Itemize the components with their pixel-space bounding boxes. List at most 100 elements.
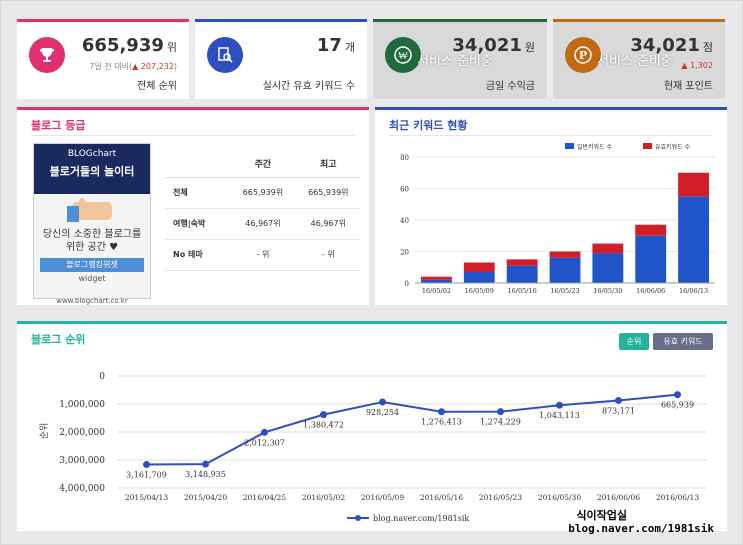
data-label: 1,274,229 bbox=[480, 418, 521, 427]
service-preparing-overlay: 서비스 준비중 bbox=[597, 54, 673, 69]
legend-label-valid: 유효키워드 수 bbox=[655, 143, 691, 151]
x-tick-label: 2016/06/13 bbox=[656, 493, 699, 502]
card-topline bbox=[375, 107, 727, 110]
data-point bbox=[143, 461, 150, 469]
table-row: No 테마 - 위 - 위 bbox=[165, 239, 361, 271]
bar-normal bbox=[506, 265, 538, 283]
x-tick-label: 2016/05/30 bbox=[538, 493, 581, 502]
category-name: 여행|숙박 bbox=[165, 208, 231, 240]
line-legend: blog.naver.com/1981sik bbox=[347, 514, 469, 523]
bar-valid bbox=[506, 259, 538, 266]
best-rank: 665,939위 bbox=[295, 177, 361, 209]
tab-valid-keyword-button[interactable]: 유효 키워드 bbox=[653, 333, 713, 350]
widget-url[interactable]: www.blogchart.co.kr bbox=[56, 297, 128, 305]
x-tick-label: 16/06/13 bbox=[679, 287, 708, 295]
document-search-icon bbox=[207, 37, 243, 73]
bar-valid bbox=[635, 224, 667, 236]
y-tick-label: 0 bbox=[405, 280, 409, 288]
divider bbox=[389, 135, 713, 136]
legend-marker bbox=[355, 515, 361, 521]
data-label: 873,171 bbox=[602, 406, 635, 415]
data-point bbox=[438, 408, 445, 416]
stat-delta: ▲ 1,302 bbox=[681, 61, 713, 70]
y-tick-label: 80 bbox=[400, 154, 409, 162]
x-tick-label: 16/05/02 bbox=[422, 287, 451, 295]
bar-valid bbox=[592, 243, 624, 254]
watermark-title: 식이작업실 bbox=[576, 509, 627, 522]
x-tick-label: 2016/06/06 bbox=[597, 493, 640, 502]
service-preparing-overlay: 서비스 준비중 bbox=[417, 54, 493, 69]
data-label: 1,276,413 bbox=[421, 418, 462, 427]
svg-text:₩: ₩ bbox=[398, 51, 408, 62]
weekly-rank: 665,939위 bbox=[230, 177, 296, 209]
y-tick-label: 2,000,000 bbox=[59, 428, 105, 438]
x-tick-label: 16/05/09 bbox=[465, 287, 494, 295]
stat-value: 34,021 점 bbox=[630, 35, 713, 56]
stat-card-rank: 665,939 위 7일 전 대비(▲ 207,232) 전체 순위 bbox=[17, 19, 189, 99]
data-point bbox=[379, 398, 386, 406]
y-tick-label: 1,000,000 bbox=[59, 400, 105, 410]
x-tick-label: 2016/05/23 bbox=[479, 493, 522, 502]
blog-ranking-panel: 블로그 순위 순위 유효 키워드 순위 blog.naver.com/1981s… bbox=[17, 321, 727, 531]
widget-slogan: 블로거들의 놀이터 bbox=[49, 165, 135, 178]
data-label: 928,254 bbox=[366, 408, 399, 417]
stat-label: 금일 수익금 bbox=[485, 81, 535, 92]
bar-normal bbox=[463, 271, 495, 283]
y-tick-label: 0 bbox=[99, 372, 105, 382]
bar-valid bbox=[421, 276, 452, 280]
stat-label: 실시간 유효 키워드 수 bbox=[262, 81, 355, 92]
watermark-url: blog.naver.com/1981sik bbox=[568, 522, 714, 535]
x-tick-label: 2016/05/09 bbox=[361, 493, 404, 502]
stat-card-points: P 34,021 점 ▲ 1,302 현재 포인트 서비스 준비중 bbox=[553, 19, 725, 99]
column-header bbox=[165, 151, 231, 178]
data-point bbox=[261, 428, 268, 436]
data-label: 1,380,472 bbox=[303, 421, 344, 430]
widget-header: BLOGchart 블로거들의 놀이터 bbox=[34, 144, 150, 194]
points-coin-icon: P bbox=[565, 37, 601, 73]
bar-normal bbox=[549, 257, 581, 283]
card-topline bbox=[17, 19, 189, 22]
stat-card-keywords: 17 개 실시간 유효 키워드 수 bbox=[195, 19, 367, 99]
blogchart-logo: BLOGchart bbox=[67, 149, 117, 159]
best-rank: 46,967위 bbox=[295, 208, 361, 240]
stat-value: 34,021 원 bbox=[452, 35, 535, 56]
bar-valid bbox=[463, 262, 495, 272]
bar-normal bbox=[635, 235, 667, 283]
category-name: No 테마 bbox=[165, 239, 231, 271]
bar-normal bbox=[678, 196, 709, 283]
table-row: 여행|숙박 46,967위 46,967위 bbox=[165, 208, 361, 240]
best-rank: - 위 bbox=[295, 239, 361, 271]
column-header: 최고 bbox=[295, 151, 361, 178]
legend-label: blog.naver.com/1981sik bbox=[373, 514, 469, 523]
section-title: 최근 키워드 현황 bbox=[389, 119, 468, 132]
keyword-bar-chart: 일반키워드 수 유효키워드 수 0 20 40 60 80 16/05/02 16/05/0… bbox=[400, 143, 715, 295]
y-tick-label: 60 bbox=[400, 186, 409, 194]
widget-caption: widget bbox=[78, 274, 106, 283]
section-title: 블로그 순위 bbox=[31, 333, 86, 346]
legend-swatch-normal bbox=[565, 143, 574, 149]
stat-label: 현재 포인트 bbox=[663, 81, 713, 92]
widget-ranking-button[interactable]: 블로그랭킹위젯 bbox=[40, 258, 144, 272]
table-header-row: 주간 최고 bbox=[165, 151, 361, 178]
x-tick-label: 2015/04/13 bbox=[125, 493, 168, 502]
data-label: 665,939 bbox=[661, 401, 694, 410]
data-point bbox=[615, 396, 622, 404]
data-label: 1,043,113 bbox=[539, 411, 580, 420]
data-point bbox=[556, 401, 563, 409]
blogchart-widget[interactable]: BLOGchart 블로거들의 놀이터 당신의 소중한 블로그를 위한 공간 ♥… bbox=[33, 143, 151, 305]
category-name: 전체 bbox=[165, 177, 231, 209]
tab-rank-button[interactable]: 순위 bbox=[619, 333, 649, 350]
card-topline bbox=[195, 19, 367, 22]
card-topline bbox=[17, 107, 369, 110]
x-tick-label: 16/05/23 bbox=[550, 287, 579, 295]
x-tick-label: 16/05/16 bbox=[508, 287, 537, 295]
stat-delta: 7일 전 대비(▲ 207,232) bbox=[89, 62, 177, 71]
x-tick-label: 2016/04/25 bbox=[243, 493, 286, 502]
y-axis-label: 순위 bbox=[39, 423, 50, 440]
series-line bbox=[146, 393, 678, 466]
hand-illustration-icon bbox=[57, 196, 127, 226]
divider bbox=[31, 135, 355, 136]
data-label: 2,012,307 bbox=[244, 438, 285, 447]
data-label: 3,148,935 bbox=[185, 470, 226, 479]
stat-value: 665,939 위 bbox=[81, 35, 177, 56]
